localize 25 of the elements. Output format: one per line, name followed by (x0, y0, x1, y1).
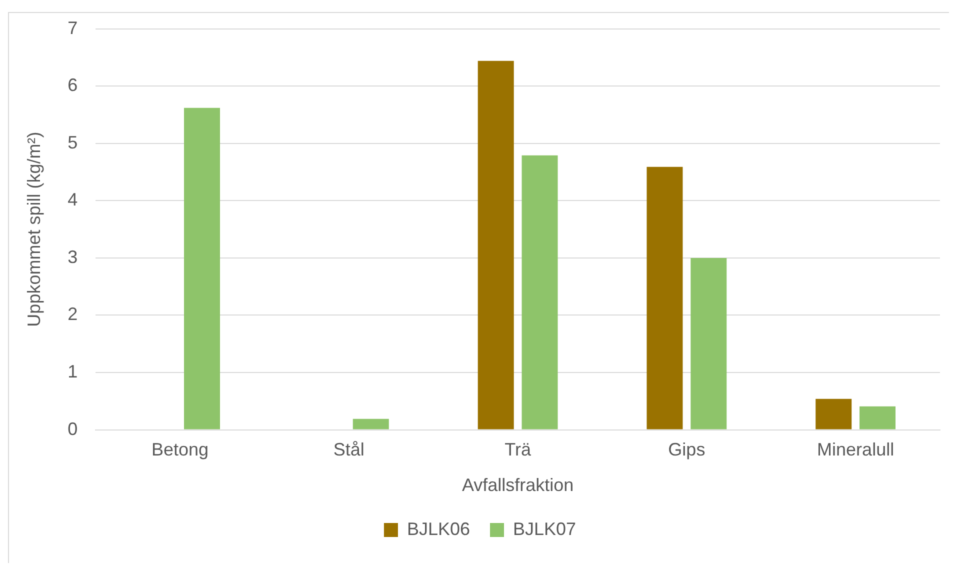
bar (478, 60, 514, 430)
y-tick-label: 6 (68, 75, 78, 96)
legend-label: BJLK06 (406, 518, 470, 539)
y-tick-label: 5 (68, 132, 78, 152)
legend-label: BJLK07 (513, 518, 576, 539)
bar (522, 155, 558, 430)
x-tick-label: Stål (333, 440, 364, 460)
y-axis-title: Uppkommet spill (kg/m²) (24, 132, 44, 327)
bar (816, 398, 852, 430)
x-tick-label: Mineralull (817, 440, 894, 460)
y-tick-label: 2 (68, 304, 78, 324)
bar (690, 258, 727, 430)
x-tick-label: Gips (668, 440, 706, 460)
bar (352, 418, 389, 430)
bar (860, 406, 896, 430)
bar (646, 166, 683, 430)
y-tick-label: 7 (68, 18, 78, 38)
y-tick-label: 0 (68, 418, 78, 439)
y-tick-label: 1 (68, 361, 78, 382)
y-tick-label: 4 (68, 190, 78, 210)
x-tick-label: Betong (152, 440, 209, 460)
x-axis-title: Avfallsfraktion (462, 475, 574, 496)
y-tick-label: 3 (68, 246, 78, 267)
x-tick-label: Trä (504, 440, 532, 460)
bar (184, 108, 220, 430)
